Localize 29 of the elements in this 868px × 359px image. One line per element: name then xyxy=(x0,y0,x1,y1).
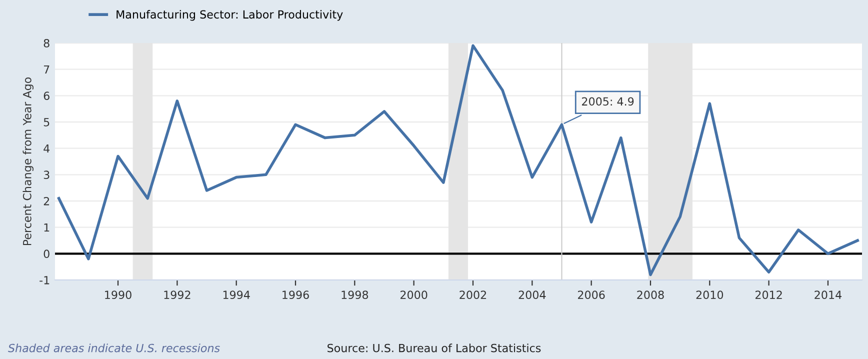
y-tick-label: 1 xyxy=(44,223,50,232)
y-axis-title: Percent Change from Year Ago xyxy=(22,77,34,246)
y-tick-label: 8 xyxy=(44,38,50,48)
y-tick-label: 0 xyxy=(44,250,50,258)
x-tick-label: 2006 xyxy=(578,290,605,300)
x-tick-label: 1996 xyxy=(282,290,309,300)
x-tick-label: 2010 xyxy=(696,290,724,300)
annotation: 2005: 4.9 xyxy=(582,97,634,106)
x-tick-label: 2000 xyxy=(400,290,428,300)
source-note: Source: U.S. Bureau of Labor Statistics xyxy=(328,344,541,352)
y-tick-label: 2 xyxy=(44,196,50,206)
x-tick-label: 2002 xyxy=(460,290,486,300)
x-tick-label: 1998 xyxy=(342,290,368,300)
line-series xyxy=(57,44,859,276)
x-tick-label: 1990 xyxy=(105,290,132,300)
x-tick-label: 1992 xyxy=(164,290,190,300)
y-tick-label: -1 xyxy=(40,276,50,284)
x-tick-label: 2014 xyxy=(814,290,842,300)
x-tick-label: 2008 xyxy=(637,290,664,300)
x-tick-label: 1994 xyxy=(223,290,250,300)
x-tick-label: 2004 xyxy=(518,290,546,300)
y-tick-label: 3 xyxy=(44,170,50,180)
y-tick-label: 4 xyxy=(44,144,50,153)
text: Shaded areas indicate U.S. recessions xyxy=(8,344,220,352)
y-tick-label: 5 xyxy=(44,118,50,126)
y-tick-label: 6 xyxy=(44,92,50,100)
x-tick-label: 2012 xyxy=(755,290,782,300)
y-tick-label: 7 xyxy=(44,65,50,74)
legend-label: Manufacturing Sector: Labor Productivity xyxy=(116,10,343,21)
